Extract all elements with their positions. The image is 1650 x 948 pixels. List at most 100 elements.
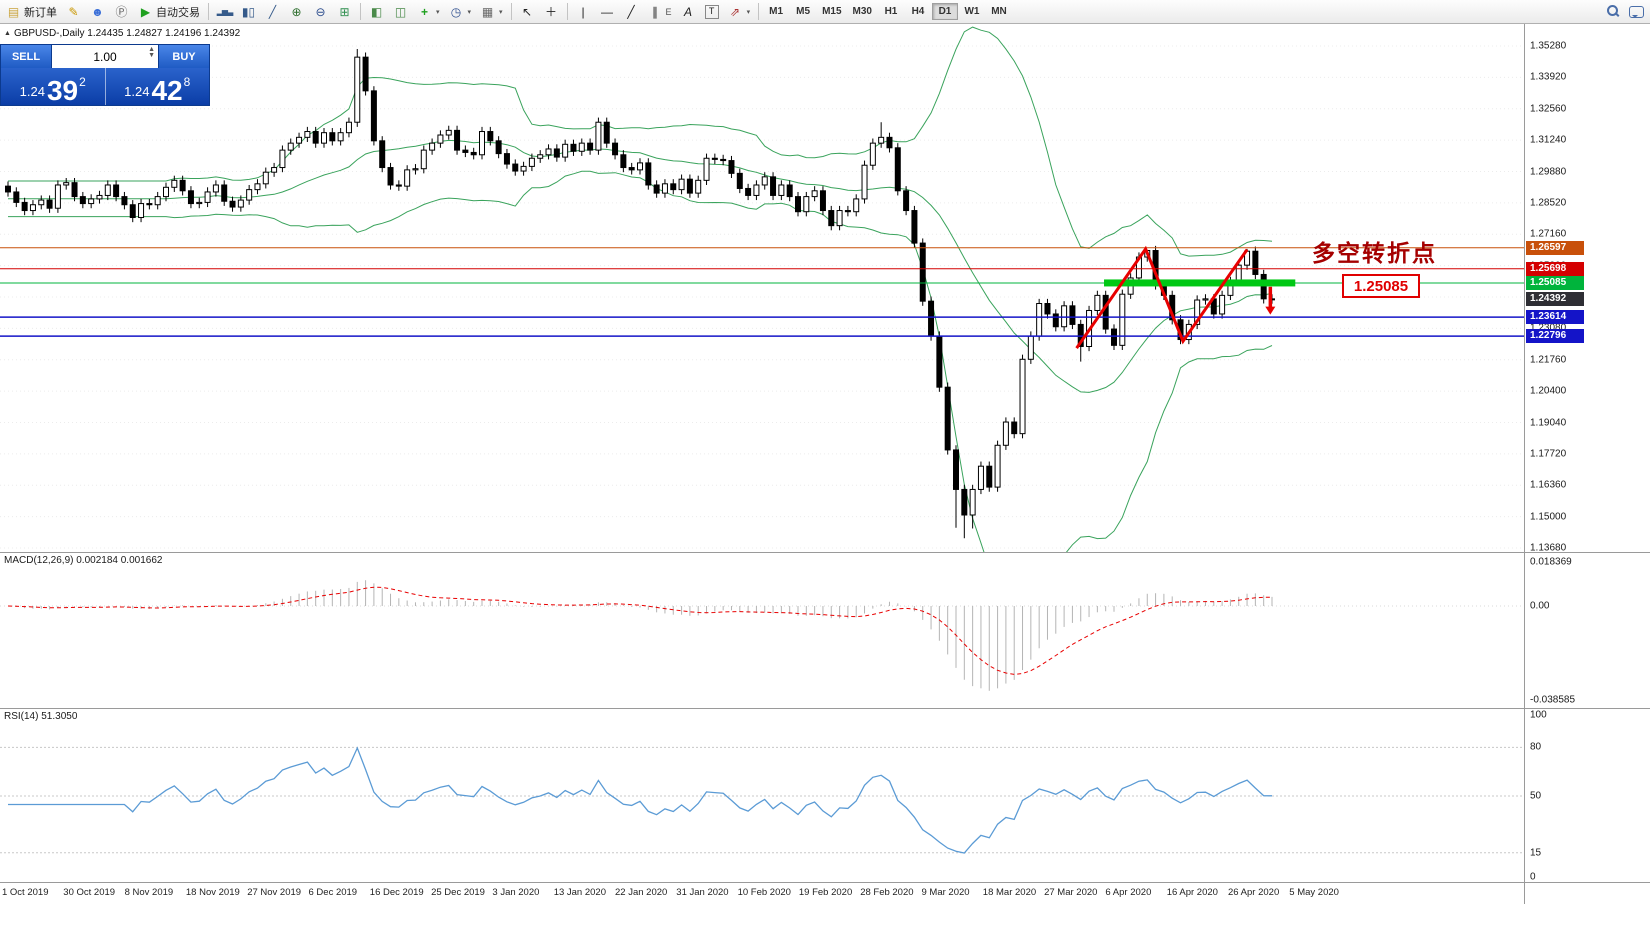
price-scale-label: 1.19040 <box>1530 417 1567 428</box>
search-button[interactable] <box>1603 1 1624 23</box>
market-icon: Ⓟ <box>115 4 128 19</box>
rsi-canvas[interactable] <box>0 709 1524 882</box>
arrange-charts-icon: ◧ <box>370 4 383 19</box>
horizontal-line-button[interactable]: — <box>596 1 619 23</box>
symbol-info: ▲ GBPUSD-,Daily 1.24435 1.24827 1.24196 … <box>4 28 240 39</box>
chart-properties-button[interactable]: ▦ ▾ <box>476 1 507 23</box>
timeframe-m15-button[interactable]: M15 <box>822 6 842 17</box>
date-axis-label: 13 Jan 2020 <box>553 887 606 898</box>
macd-scale[interactable]: 0.018369 0.00 -0.038585 <box>1525 553 1650 708</box>
rsi-scale-label: 50 <box>1530 790 1542 802</box>
timeframe-m5-button[interactable]: M5 <box>796 6 811 17</box>
bar-chart-button[interactable]: ▂▅▃ <box>213 1 236 23</box>
cursor-button[interactable]: ↖ <box>516 1 539 23</box>
new-order-button[interactable]: ▤ 新订单 <box>2 1 61 23</box>
arrange-charts-button[interactable]: ◧ <box>365 1 388 23</box>
price-scale-label: 1.17720 <box>1530 448 1567 460</box>
vertical-line-button[interactable]: | <box>572 1 595 23</box>
date-scale[interactable]: 1 Oct 2019 30 Oct 2019 8 Nov 2019 18 Nov 20… <box>0 883 1650 903</box>
line-chart-button[interactable]: ╱ <box>261 1 284 23</box>
rsi-scale[interactable]: 100 80 50 15 0 <box>1525 709 1650 883</box>
panel-separator <box>0 882 1650 883</box>
date-axis-label: 3 Jan 2020 <box>492 887 540 898</box>
buy-price-display[interactable]: 1.24 42 8 <box>104 68 210 107</box>
sell-price-display[interactable]: 1.24 39 2 <box>1 68 105 105</box>
panel-separator[interactable] <box>0 552 1650 553</box>
price-scale-label: 1.29880 <box>1530 166 1567 177</box>
channel-button[interactable]: ∥ E <box>644 1 676 23</box>
macd-panel: MACD(12,26,9) 0.002184 0.001662 <box>0 553 1524 708</box>
date-axis-label: 31 Jan 2020 <box>676 887 729 898</box>
crosshair-icon: ＋ <box>545 4 558 19</box>
rsi-label: RSI(14) 51.3050 <box>4 711 78 722</box>
cursor-icon: ↖ <box>522 4 533 19</box>
timeframe-h1-button[interactable]: H1 <box>884 6 898 17</box>
buy-price-big: 42 <box>151 75 183 107</box>
vertical-line-icon: | <box>581 4 585 19</box>
price-axis-separator <box>1524 24 1525 904</box>
volume-down-icon[interactable]: ▼ <box>148 51 155 59</box>
period-button[interactable]: ◷ ▾ <box>445 1 476 23</box>
price-scale-label: 1.20400 <box>1530 385 1567 397</box>
timeframe-d1-button[interactable]: D1 <box>931 3 958 20</box>
macd-scale-label: -0.038585 <box>1530 694 1576 706</box>
profile-button[interactable]: ☻ <box>86 1 109 23</box>
price-scale-label: 1.27160 <box>1530 228 1567 240</box>
tile-windows-button[interactable]: ⊞ <box>333 1 356 23</box>
crosshair-button[interactable]: ＋ <box>540 1 563 23</box>
date-axis-label: 22 Jan 2020 <box>615 887 668 898</box>
chart-wizard-button[interactable]: ✎ <box>62 1 85 23</box>
text-icon: A <box>684 4 693 19</box>
timeframe-h4-button[interactable]: H4 <box>911 6 925 17</box>
timeframe-m1-button[interactable]: M1 <box>769 6 784 17</box>
timeframe-mn-button[interactable]: MN <box>991 6 1007 17</box>
rsi-scale-label: 80 <box>1530 741 1542 753</box>
date-axis-label: 27 Nov 2019 <box>247 887 302 898</box>
clock-icon: ◷ <box>450 4 462 19</box>
sell-button[interactable]: SELL <box>1 45 51 68</box>
price-scale-label: 1.21760 <box>1530 354 1567 366</box>
new-chart-button[interactable]: + ▾ <box>413 1 444 23</box>
text-label-button[interactable]: T <box>701 1 723 23</box>
cascade-charts-icon: ◫ <box>394 4 407 19</box>
panel-separator[interactable] <box>0 708 1650 709</box>
date-axis-label: 16 Apr 2020 <box>1166 887 1218 898</box>
profile-icon: ☻ <box>91 4 104 19</box>
volume-value: 1.00 <box>93 49 117 64</box>
date-axis-label: 6 Apr 2020 <box>1105 887 1152 898</box>
volume-input[interactable]: 1.00 ▲ ▼ <box>51 45 159 68</box>
toolbar-separator <box>360 3 361 20</box>
volume-up-icon[interactable]: ▲ <box>148 46 155 53</box>
buy-price-main: 1.24 <box>124 84 150 99</box>
timeframe-m30-button[interactable]: M30 <box>852 6 872 17</box>
date-axis-label: 5 May 2020 <box>1289 887 1339 898</box>
rsi-scale-label: 15 <box>1530 847 1542 859</box>
arrows-button[interactable]: ⇗ ▾ <box>724 1 755 23</box>
level-price-tag: 1.25698 <box>1526 261 1584 276</box>
level-price-tag: 1.25085 <box>1526 275 1584 290</box>
macd-scale-label: 0.018369 <box>1530 556 1572 568</box>
date-axis-label: 8 Nov 2019 <box>124 887 174 898</box>
price-scale[interactable]: 1.35280 1.33920 1.32560 1.31240 1.29880 1.285… <box>1525 24 1650 554</box>
horizontal-line-icon: — <box>601 4 614 19</box>
zoom-out-button[interactable]: ⊖ <box>309 1 332 23</box>
trendline-button[interactable]: ╱ <box>620 1 643 23</box>
candlestick-chart-button[interactable]: ▮▯ <box>237 1 260 23</box>
chat-button[interactable] <box>1625 1 1648 23</box>
rsi-scale-label: 100 <box>1530 709 1547 721</box>
buy-button[interactable]: BUY <box>159 45 209 68</box>
timeframe-w1-button[interactable]: W1 <box>964 6 980 17</box>
cascade-charts-button[interactable]: ◫ <box>389 1 412 23</box>
chart-properties-icon: ▦ <box>481 4 494 19</box>
macd-canvas[interactable] <box>0 553 1524 708</box>
market-button[interactable]: Ⓟ <box>110 1 133 23</box>
date-axis-label: 18 Nov 2019 <box>185 887 240 898</box>
sell-price-big: 39 <box>46 75 79 107</box>
main-chart-canvas[interactable] <box>0 24 1524 552</box>
autotrading-button[interactable]: ▶ 自动交易 <box>134 1 204 23</box>
toolbar-separator <box>208 3 209 20</box>
date-axis-label: 27 Mar 2020 <box>1044 887 1098 898</box>
buy-price-pip: 8 <box>183 75 191 89</box>
text-button[interactable]: A <box>677 1 700 23</box>
zoom-in-button[interactable]: ⊕ <box>285 1 308 23</box>
